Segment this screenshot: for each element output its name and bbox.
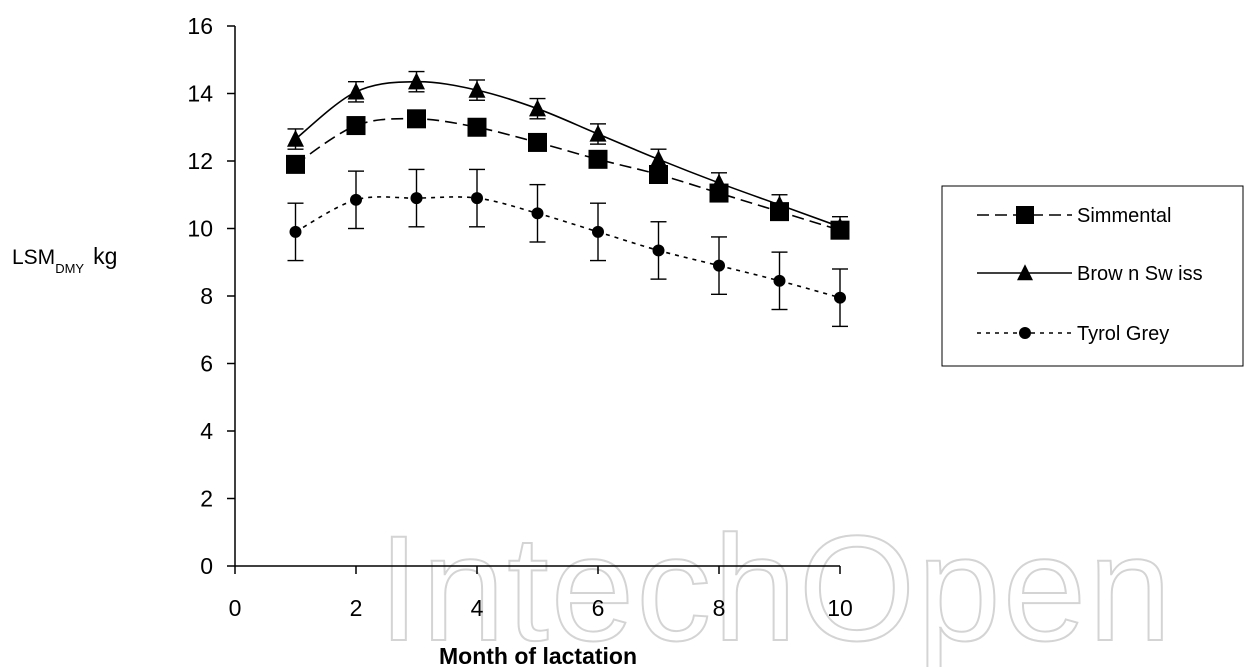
series-line — [295, 196, 841, 299]
watermark-text: IntechOpen — [378, 504, 1174, 667]
data-point — [650, 149, 667, 167]
data-point — [286, 154, 305, 174]
x-tick-label: 10 — [827, 595, 853, 621]
y-tick-label: 14 — [187, 81, 213, 107]
series-2 — [287, 70, 849, 238]
legend-item: Tyrol Grey — [977, 323, 1169, 345]
legend-swatch-marker — [1017, 264, 1033, 281]
data-point — [773, 274, 786, 287]
series-layer — [286, 70, 850, 328]
y-tick-label: 2 — [200, 486, 213, 512]
data-point — [346, 116, 366, 136]
series-line — [295, 80, 841, 228]
x-tick-label: 0 — [229, 595, 242, 621]
y-tick-label: 8 — [200, 283, 213, 309]
data-point — [408, 72, 425, 90]
x-tick-label: 4 — [471, 595, 484, 621]
legend-box — [941, 185, 1244, 367]
legend-swatch-marker — [1019, 327, 1031, 339]
data-point — [410, 192, 423, 205]
x-tick-label: 8 — [713, 595, 726, 621]
data-point — [529, 99, 546, 117]
y-tick-label: 10 — [187, 216, 213, 242]
series-1 — [286, 109, 850, 240]
data-point — [347, 82, 365, 100]
data-point — [528, 132, 547, 152]
y-tick-label: 12 — [187, 148, 213, 174]
data-point — [834, 291, 846, 304]
y-tick-label: 4 — [200, 418, 213, 444]
data-point — [652, 244, 665, 257]
y-axis-title-main: LSM — [12, 246, 55, 269]
data-point — [592, 225, 604, 238]
legend: Simmental Brow n Sw iss Tyrol Grey — [941, 185, 1244, 367]
legend-items: Simmental Brow n Sw iss Tyrol Grey — [977, 205, 1203, 345]
data-point — [588, 149, 608, 169]
data-point — [407, 109, 426, 129]
y-axis-title: LSMDMY kg — [12, 243, 117, 276]
legend-label: Tyrol Grey — [1077, 323, 1169, 345]
data-point — [713, 259, 725, 272]
data-point — [287, 129, 304, 147]
data-point — [710, 173, 728, 191]
data-point — [289, 225, 302, 238]
x-axis-title: Month of lactation — [439, 643, 637, 667]
legend-label: Brow n Sw iss — [1077, 263, 1203, 285]
data-point — [531, 207, 544, 220]
legend-item: Brow n Sw iss — [977, 263, 1203, 285]
data-point — [771, 195, 788, 213]
data-point — [589, 124, 607, 142]
legend-label: Simmental — [1077, 205, 1171, 227]
series-3 — [287, 168, 848, 328]
series-line — [295, 117, 841, 231]
data-point — [471, 192, 483, 205]
y-tick-label: 6 — [200, 351, 213, 377]
data-point — [468, 80, 486, 98]
data-point — [467, 117, 487, 137]
legend-item: Simmental — [977, 205, 1171, 227]
x-tick-label: 2 — [350, 595, 363, 621]
y-tick-label: 16 — [187, 13, 213, 39]
y-tick-label: 0 — [200, 553, 213, 579]
axis-ticks: 0 2 4 6 8 10 12 14 16 0 2 4 6 8 10 — [187, 13, 852, 621]
data-point — [350, 193, 362, 206]
y-axis-title-sub: DMY — [55, 261, 84, 276]
legend-swatch-marker — [1016, 206, 1034, 224]
x-tick-label: 6 — [592, 595, 605, 621]
y-axis-title-unit: kg — [93, 243, 117, 269]
data-point — [831, 217, 849, 235]
